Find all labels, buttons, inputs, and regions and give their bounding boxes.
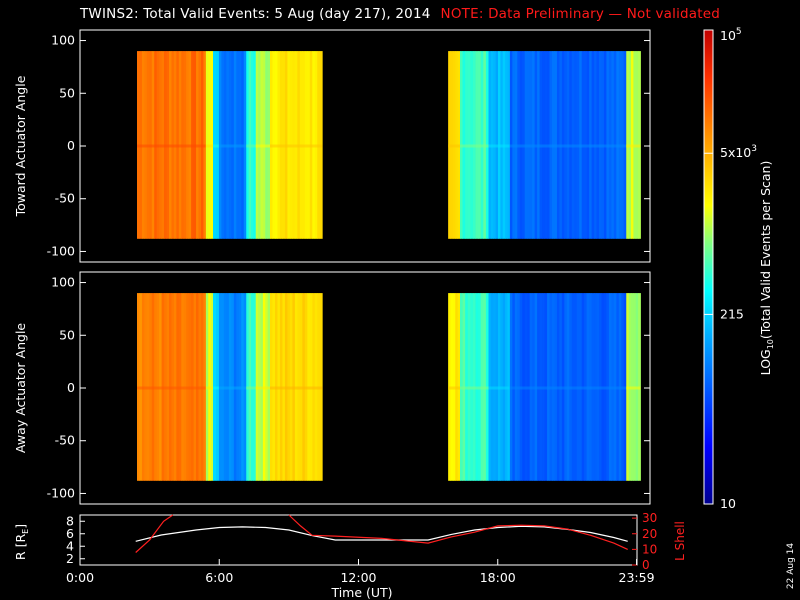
away-ytick-label: 0: [67, 380, 75, 395]
colorbar-tick-label: 105: [720, 27, 742, 43]
toward-heatmap-panel: 100 50 0 -50 -100 Toward Actuator Angle: [13, 29, 651, 263]
toward-y-axis-label: Toward Actuator Angle: [13, 75, 28, 217]
time-axis-label: Time (UT): [330, 585, 392, 600]
orbit-lines: [135, 514, 628, 553]
away-zero-band-8: [460, 386, 489, 390]
toward-ytick-label: 0: [67, 138, 75, 153]
radius-ytick-label: 6: [66, 526, 74, 541]
away-zero-band-5: [255, 386, 270, 390]
toward-ytick-label: 50: [59, 85, 75, 100]
away-zero-band-0: [137, 386, 206, 390]
away-heatmap-cells: [137, 293, 641, 481]
away-zero-band-9: [488, 386, 510, 390]
toward-y-ticks: 100 50 0 -50 -100: [47, 33, 650, 258]
lshell-ytick-label: 10: [642, 542, 657, 556]
away-y-axis-label: Away Actuator Angle: [13, 323, 28, 454]
away-zero-band-1: [205, 386, 214, 390]
away-zero-band-7: [448, 386, 461, 390]
time-xtick-label: 18:00: [480, 570, 516, 585]
away-zero-band-11: [626, 386, 641, 390]
away-ytick-label: -100: [47, 485, 75, 500]
toward-zero-band-11: [626, 144, 641, 148]
lshell-line-2: [288, 514, 628, 550]
toward-zero-band-7: [448, 144, 461, 148]
toward-zero-band-6: [270, 144, 323, 148]
lshell-ytick-label: 20: [642, 527, 657, 541]
toward-zero-band-1: [205, 144, 214, 148]
toward-zero-band-9: [488, 144, 510, 148]
toward-zero-band-5: [255, 144, 270, 148]
radius-axis-label: R [RE]: [13, 524, 30, 560]
toward-zero-band-8: [460, 144, 489, 148]
title-line: TWINS2: Total Valid Events: 5 Aug (day 2…: [0, 6, 800, 22]
away-zero-band-10: [509, 386, 627, 390]
toward-zero-band-0: [137, 144, 206, 148]
time-xtick-label: 0:00: [66, 570, 94, 585]
preliminary-note: NOTE: Data Preliminary — Not validated: [440, 6, 721, 22]
away-ytick-label: 100: [51, 275, 75, 290]
time-xtick-label: 23:59: [619, 570, 655, 585]
colorbar-tick-label: 10: [720, 496, 736, 511]
colorbar-tick-label: 215: [720, 306, 744, 321]
toward-heatmap-cells: [137, 51, 641, 239]
away-zero-band-6: [270, 386, 323, 390]
toward-ytick-label: 100: [51, 33, 75, 48]
toward-zero-band-3: [218, 144, 247, 148]
colorbar-tick-label: 5x103: [720, 144, 757, 160]
away-ytick-label: 50: [59, 327, 75, 342]
colorbar: 105 5x103 215 10 LOG10(Total Valid Events p…: [703, 27, 775, 511]
away-ytick-label: -50: [55, 433, 75, 448]
away-heatmap-panel: 100 50 0 -50 -100 Away Actuator Angle: [13, 271, 651, 505]
radius-ytick-label: 8: [66, 513, 74, 528]
away-y-ticks: 100 50 0 -50 -100: [47, 275, 650, 500]
toward-zero-band-10: [509, 144, 627, 148]
toward-ytick-label: -100: [47, 243, 75, 258]
toward-zero-band-2: [213, 144, 219, 148]
colorbar-gradient: [703, 29, 714, 505]
away-zero-band-2: [213, 386, 219, 390]
colorbar-label: LOG10(Total Valid Events per Scan): [758, 161, 775, 376]
time-x-ticks: 0:00 6:00 12:00 18:00 23:59: [66, 559, 655, 585]
lshell-line-1: [135, 514, 174, 553]
toward-zero-band-4: [246, 144, 256, 148]
lshell-ytick-label: 0: [642, 558, 650, 572]
away-zero-band-3: [218, 386, 247, 390]
away-zero-band-4: [246, 386, 256, 390]
time-xtick-label: 12:00: [340, 570, 376, 585]
generation-date-stamp: 22 Aug 14: [786, 543, 796, 589]
chart-title: TWINS2: Total Valid Events: 5 Aug (day 2…: [79, 6, 431, 22]
radius-ytick-label: 2: [66, 551, 74, 566]
lshell-ytick-label: 30: [642, 511, 657, 525]
time-xtick-label: 6:00: [205, 570, 233, 585]
radius-ytick-label: 4: [66, 538, 74, 553]
toward-ytick-label: -50: [55, 191, 75, 206]
colorbar-ticks: 105 5x103 215 10: [704, 27, 757, 511]
lshell-axis-label: L Shell: [673, 521, 687, 561]
